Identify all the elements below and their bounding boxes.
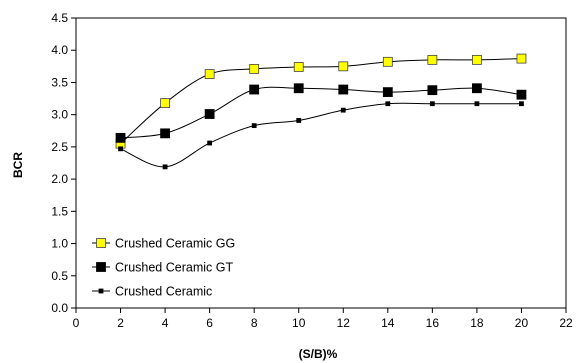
x-axis-title: (S/B)% [299,347,338,361]
data-point [427,85,438,96]
x-tick-label: 14 [381,316,395,330]
legend-item-2: Crushed Ceramic GT [92,261,233,275]
data-point [519,101,524,107]
data-point [160,98,170,108]
data-point [293,83,304,94]
x-tick-label: 2 [117,316,124,330]
x-tick-label: 4 [162,316,169,330]
data-point [160,128,170,139]
y-axis-title: BCR [11,152,25,178]
y-tick-label: 0.5 [51,269,68,283]
legend-label: Crushed Ceramic GG [115,237,235,251]
x-tick-label: 0 [73,316,80,330]
series-layer [115,53,527,170]
data-point [516,89,527,100]
legend-marker [96,262,106,272]
legend: Crushed Ceramic GG Crushed Ceramic GT Crus… [92,237,235,299]
y-tick-label: 4.0 [51,43,68,57]
series-line [120,102,522,168]
data-point [118,146,123,152]
data-point [382,56,393,67]
x-tick-label: 22 [559,316,573,330]
x-tick-label: 12 [337,316,351,330]
y-tick-label: 3.0 [51,108,68,122]
y-tick-label: 4.5 [51,11,68,25]
data-point [427,54,438,65]
data-point [251,123,257,129]
legend-label: Crushed Ceramic [115,285,212,299]
series-line [120,58,522,145]
x-tick-label: 18 [470,316,484,330]
series-3 [118,101,524,170]
x-tick-label: 16 [426,316,440,330]
data-point [293,62,304,72]
data-point [385,101,391,107]
data-point [472,83,482,94]
data-point [249,64,260,74]
data-point [382,87,393,98]
y-tick-label: 1.0 [51,237,68,251]
data-point [472,54,482,65]
data-point [249,84,260,95]
y-tick-label: 2.0 [51,172,68,186]
data-point [207,140,213,146]
y-tick-label: 1.5 [51,204,68,218]
y-tick-label: 3.5 [51,75,68,89]
legend-item-1: Crushed Ceramic GG [92,237,235,251]
series-1 [115,53,527,149]
data-point [429,101,435,107]
legend-marker [96,238,106,248]
data-point [338,84,349,95]
legend-marker [98,288,104,294]
data-point [115,132,126,143]
x-tick-label: 8 [251,316,258,330]
x-tick-label: 6 [206,316,213,330]
data-point [204,109,215,119]
legend-label: Crushed Ceramic GT [115,261,233,275]
axes: 0 2 4 6 8 10 12 14 16 18 20 22 0.0 0.5 1.0 1.5 2.0 2.5 3.0… [51,11,573,330]
data-point [296,118,302,123]
data-point [338,61,349,72]
legend-item-3: Crushed Ceramic [92,285,212,299]
y-tick-label: 2.5 [51,140,68,154]
data-point [162,164,168,170]
series-2 [115,83,527,143]
plot-frame [75,17,567,309]
series-line [120,86,522,139]
x-tick-label: 20 [515,316,529,330]
data-point [516,53,527,64]
data-point [204,69,215,79]
data-point [474,101,480,107]
data-point [340,107,346,113]
y-tick-label: 0.0 [51,301,68,315]
x-tick-label: 10 [292,316,306,330]
